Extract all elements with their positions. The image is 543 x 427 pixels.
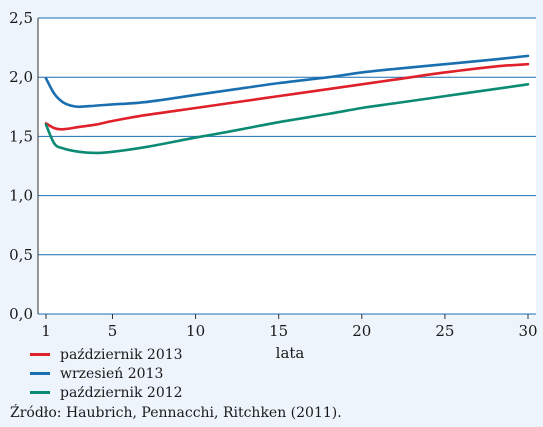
legend-swatch	[30, 372, 50, 375]
x-tick-label: 25	[435, 322, 454, 340]
legend-label: wrzesień 2013	[60, 365, 164, 382]
y-tick-label: 2,0	[9, 68, 33, 86]
y-tick-label: 0,0	[9, 305, 33, 323]
x-tick-label: 20	[352, 322, 371, 340]
series-line-0	[44, 62, 530, 131]
legend-swatch	[30, 353, 50, 356]
y-tick-label: 1,0	[9, 187, 33, 205]
series-lines	[44, 54, 530, 155]
legend-label: październik 2013	[60, 346, 183, 363]
x-axis-label: lata	[276, 344, 305, 362]
y-tick-label: 1,5	[9, 127, 33, 145]
legend-label: październik 2012	[60, 384, 183, 401]
legend: październik 2013 wrzesień 2013 październik…	[30, 345, 183, 402]
legend-swatch	[30, 391, 50, 394]
x-tick-label: 5	[108, 322, 118, 340]
gridlines	[38, 17, 536, 315]
x-tick-label: 1	[41, 322, 51, 340]
source-note: Źródło: Haubrich, Pennacchi, Ritchken (2…	[10, 405, 342, 421]
legend-item: październik 2013	[30, 345, 183, 364]
x-tick-label: 30	[518, 322, 537, 340]
plot-area	[38, 18, 536, 314]
series-line-1	[44, 54, 530, 109]
y-tick-label: 2,5	[9, 9, 33, 27]
x-tick-label: 15	[269, 322, 288, 340]
series-line-2	[44, 83, 530, 155]
axes: 0,00,51,01,52,02,51 5 10 15 20 25 30	[9, 9, 537, 340]
legend-item: wrzesień 2013	[30, 364, 183, 383]
y-tick-label: 0,5	[9, 246, 33, 264]
legend-item: październik 2012	[30, 383, 183, 402]
x-tick-label: 10	[186, 322, 205, 340]
